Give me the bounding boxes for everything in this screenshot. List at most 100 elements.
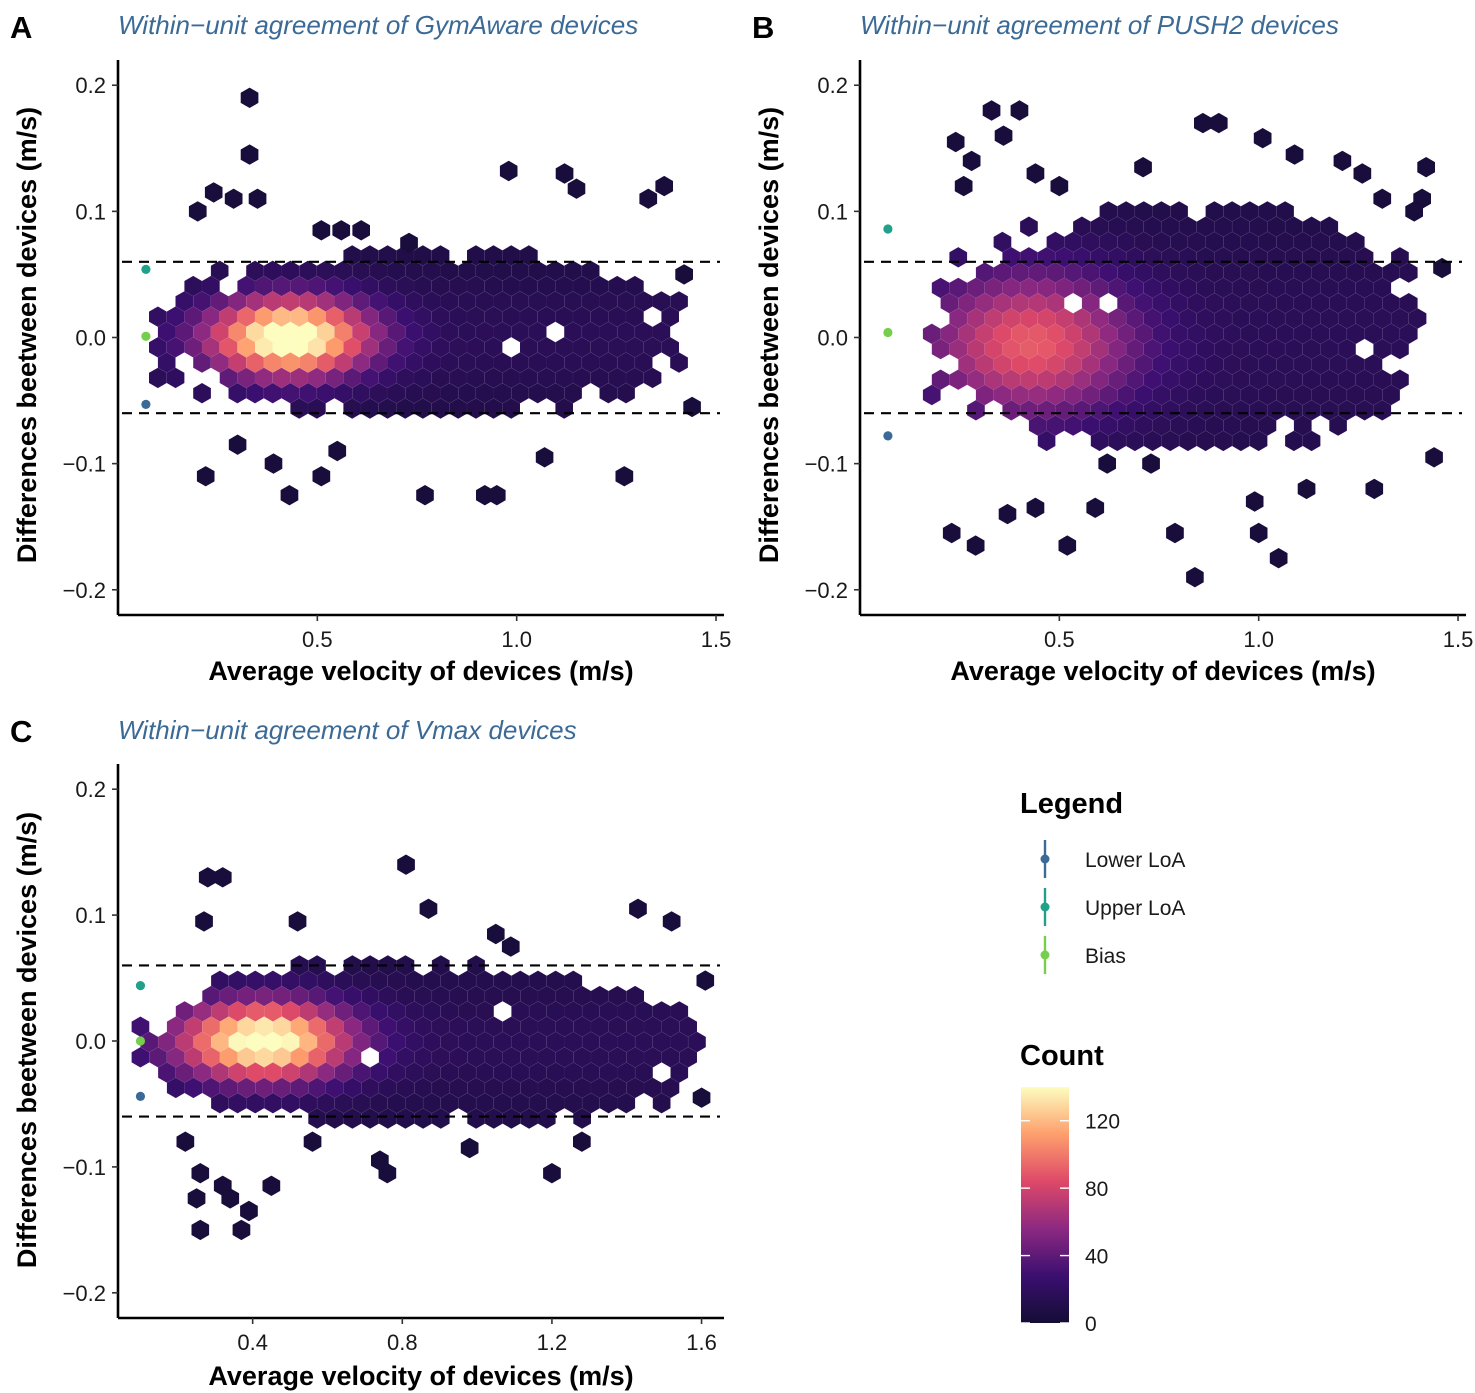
panel-a-plot: 0.2 0.1 0.0 −0.1 −0.2 0.5 1.0 1.5 <box>63 60 731 652</box>
panel-c: C Within−unit agreement of Vmax devices … <box>10 714 724 1391</box>
hexbin <box>1019 216 1039 238</box>
panel-c-ylabel: Differences beetween devices (m/s) <box>12 812 42 1268</box>
hexbin-outlier <box>1269 548 1288 569</box>
hexbin-outlier <box>221 1188 240 1209</box>
hexbin-outlier <box>1086 497 1105 518</box>
lower-loa-point <box>141 399 151 409</box>
hexbin-outlier <box>1134 157 1152 178</box>
upper-loa-point <box>883 224 893 234</box>
legend-label-bias: Bias <box>1085 945 1126 968</box>
hexbin <box>652 1092 671 1114</box>
hexbin-outlier <box>1373 188 1392 209</box>
legend: Legend Lower LoA Upper LoA Bias <box>1020 788 1185 974</box>
hexbin-outlier <box>1210 112 1228 134</box>
panel-a-xlabel: Average velocity of devices (m/s) <box>208 656 633 686</box>
hexbin-outlier <box>213 867 232 888</box>
lower-loa-point <box>135 1091 146 1101</box>
bias-point <box>141 331 151 341</box>
y-tick-label: −0.1 <box>805 452 848 477</box>
hexbin-outlier <box>312 220 331 241</box>
hexbin-outlier <box>692 1087 711 1108</box>
hexbin-outlier <box>487 485 506 506</box>
hexbin-outlier <box>196 466 215 487</box>
hexbin-outlier <box>240 144 259 165</box>
hexbin-outlier <box>1245 491 1264 512</box>
hexbin-outlier <box>501 936 520 957</box>
hexbin <box>616 382 636 404</box>
hexbin-outlier <box>946 131 965 153</box>
bias-point <box>135 1036 146 1046</box>
panel-c-hexbins <box>131 854 715 1241</box>
hexbin <box>192 382 212 404</box>
hexbin-outlier <box>378 1163 397 1184</box>
colorbar-ticks: 0 40 80 120 <box>1021 1111 1120 1336</box>
hexbin-outlier <box>615 466 634 487</box>
x-tick-label: 1.0 <box>501 627 532 652</box>
panel-b-ylabel: Differences beetween devices (m/s) <box>754 107 784 563</box>
lower-loa-point <box>883 431 893 441</box>
hexbin-outlier <box>312 466 331 487</box>
hexbin <box>1373 399 1392 421</box>
hexbin <box>922 384 941 406</box>
hexbin-outlier <box>662 911 681 932</box>
y-tick-label: −0.2 <box>805 578 848 603</box>
hexbin <box>537 1107 556 1130</box>
panel-b-title: Within−unit agreement of PUSH2 devices <box>860 10 1339 40</box>
hexbin-outlier <box>248 188 267 209</box>
hexbin-outlier <box>543 1163 561 1184</box>
hexbin-outlier <box>966 535 985 556</box>
legend-label-upper-loa: Upper LoA <box>1085 897 1185 920</box>
hexbin-outlier <box>573 1131 591 1152</box>
x-tick-label: 1.6 <box>686 1330 717 1355</box>
panel-a-title: Within−unit agreement of GymAware device… <box>118 10 638 40</box>
hexbin <box>1302 430 1321 452</box>
hexbin-outlier <box>419 898 438 919</box>
panel-b-plot: 0.2 0.1 0.0 −0.1 −0.2 0.5 1.0 1.5 <box>805 60 1473 652</box>
panel-b-hexbins <box>922 100 1451 588</box>
hexbin <box>1249 430 1268 452</box>
colorbar-tick-label: 0 <box>1085 1313 1097 1336</box>
hexbin-outlier <box>198 867 217 888</box>
hexbin-outlier <box>1194 112 1212 134</box>
hexbin-outlier <box>204 182 223 203</box>
hexbin-outlier <box>303 1131 322 1152</box>
hexbin-outlier <box>942 522 961 544</box>
hexbin-outlier <box>1186 567 1204 588</box>
bias-point <box>883 327 893 338</box>
y-tick-label: −0.1 <box>63 452 106 477</box>
hexbin-outlier <box>1333 150 1352 172</box>
y-tick-label: 0.2 <box>75 73 106 98</box>
panel-b-xlabel: Average velocity of devices (m/s) <box>950 656 1375 686</box>
hexbin <box>1037 430 1056 452</box>
x-tick-label: 1.2 <box>537 1330 568 1355</box>
hexbin-outlier <box>1026 163 1045 184</box>
hexbin <box>669 352 689 374</box>
panel-a-ylabel: Differences beetween devices (m/s) <box>12 107 42 563</box>
y-tick-label: −0.1 <box>63 1155 106 1180</box>
legend-item-bias: Bias <box>1040 936 1126 974</box>
panel-c-plot: 0.2 0.1 0.0 −0.1 −0.2 0.4 0.8 1.2 1.6 <box>63 764 724 1355</box>
hexbin-outlier <box>555 163 574 184</box>
hexbin-outlier <box>1166 522 1184 544</box>
hexbin <box>949 246 968 268</box>
panel-a: A Within−unit agreement of GymAware devi… <box>10 10 731 686</box>
legend-key-upper-loa-dot <box>1040 902 1050 912</box>
panel-letter-a: A <box>10 10 32 45</box>
hexbin-outlier <box>191 1219 210 1241</box>
y-tick-label: 0.1 <box>75 903 106 928</box>
x-tick-label: 0.8 <box>387 1330 418 1355</box>
hexbin-outlier <box>264 453 283 474</box>
y-tick-label: 0.0 <box>75 1029 106 1054</box>
upper-loa-point <box>141 264 151 274</box>
hexbin-outlier <box>240 1200 258 1222</box>
legend-title: Legend <box>1020 788 1123 820</box>
hexbin-outlier <box>696 970 715 991</box>
hexbin-outlier <box>1026 497 1045 518</box>
upper-loa-point <box>135 981 146 991</box>
panel-b: B Within−unit agreement of PUSH2 devices… <box>752 10 1473 686</box>
panel-letter-c: C <box>10 714 32 749</box>
hexbin <box>1390 338 1410 360</box>
hexbin <box>966 399 986 421</box>
hexbin-outlier <box>195 911 213 932</box>
